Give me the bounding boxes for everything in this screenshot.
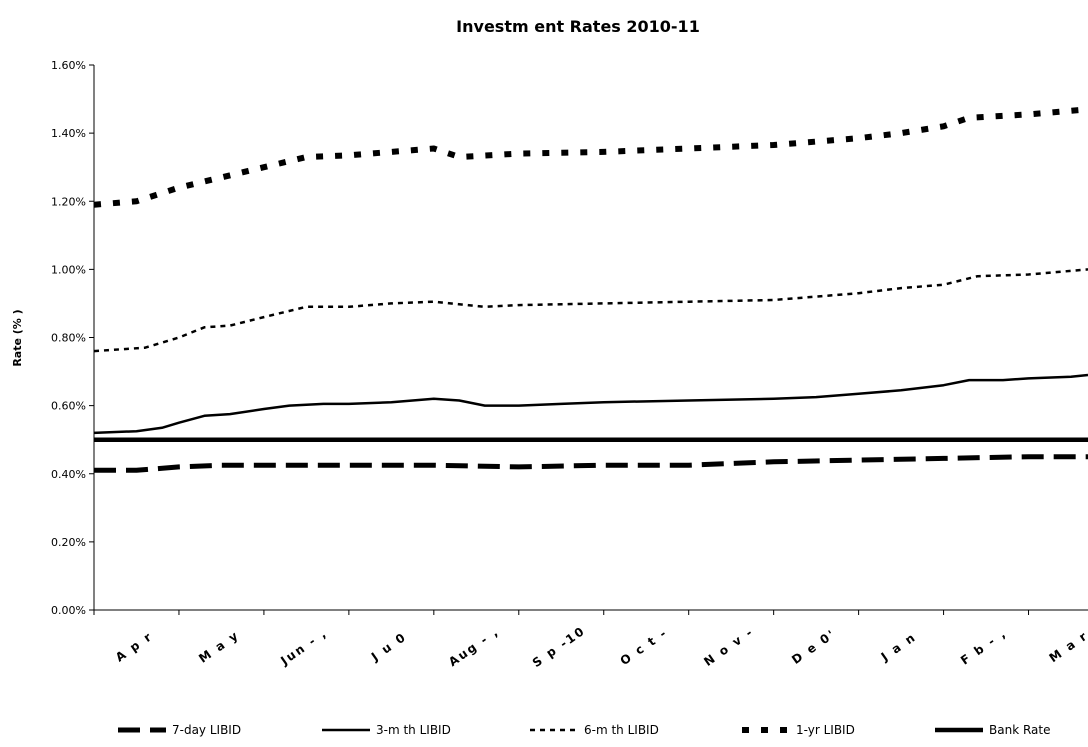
y-tick-label: 1.40% [51, 127, 86, 140]
legend-label-1-yr-libid: 1-yr LIBID [796, 723, 855, 737]
x-tick-label: M a y [196, 628, 242, 666]
x-tick-label: A p r [113, 629, 156, 665]
y-axis-label: Rate (% ) [11, 309, 24, 366]
y-tick-label: 0.80% [51, 332, 86, 345]
x-tick-label: M a r [1047, 628, 1088, 665]
y-tick-label: 1.00% [51, 263, 86, 276]
x-tick-label: J u 0 [368, 630, 409, 665]
y-tick-label: 0.60% [51, 400, 86, 413]
y-tick-label: 0.20% [51, 536, 86, 549]
x-tick-label: D e 0' [789, 627, 838, 667]
y-tick-label: 1.60% [51, 59, 86, 72]
series-line-3-m-th-libid [93, 373, 1088, 435]
y-tick-label: 1.20% [51, 195, 86, 208]
series-line-7-day-libid [94, 454, 1088, 473]
x-tick-label: O c t - [618, 625, 671, 668]
x-tick-label: J a n [878, 630, 919, 665]
legend-label-bank-rate: Bank Rate [989, 723, 1050, 737]
x-tick-label: Jun - , [277, 626, 330, 669]
plot-area: 0.00% 0.20% 0.40% 0.60% 0.80% 1.00% 1.20% 1.40%… [51, 59, 1088, 670]
x-tick-label: S p -10 [530, 623, 588, 670]
y-tick-label: 0.40% [51, 468, 86, 481]
legend-label-6-m-th-libid: 6-m th LIBID [584, 723, 659, 737]
chart-title: Investm ent Rates 2010-11 [456, 17, 700, 36]
y-tick-label: 0.00% [51, 604, 86, 617]
series-line-1-yr-libid [93, 106, 1088, 208]
series-line-6-m-th-libid [93, 268, 1088, 353]
x-tick-label: N o v - [701, 624, 756, 669]
x-tick-label: F b - , [958, 626, 1009, 668]
legend: 7-day LIBID 3-m th LIBID 6-m th LIBID 1-yr … [118, 723, 1050, 737]
x-tick-label: Aug - , [446, 624, 502, 669]
legend-label-3-m-th-libid: 3-m th LIBID [376, 723, 451, 737]
legend-label-7-day-libid: 7-day LIBID [172, 723, 241, 737]
